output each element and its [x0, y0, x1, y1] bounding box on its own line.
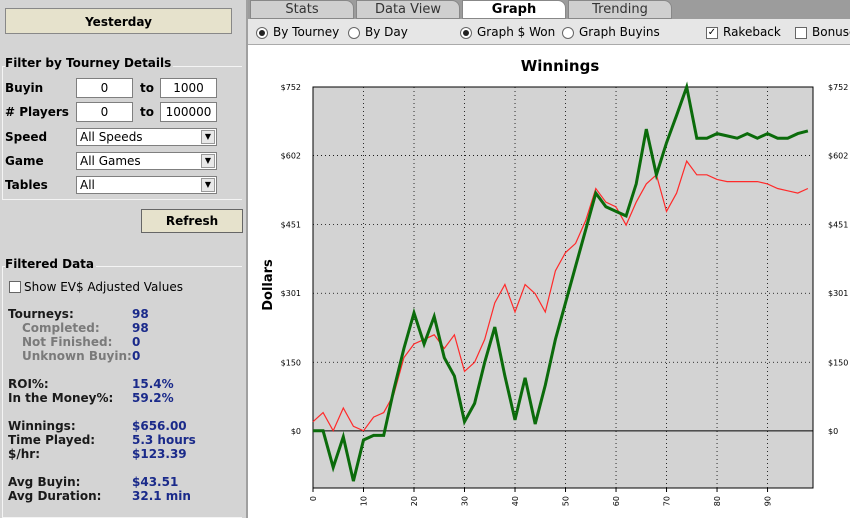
x-tick-label: 30	[461, 496, 470, 506]
stat-label: ROI%:	[8, 377, 49, 391]
y-tick-label: $752	[281, 83, 301, 92]
filter-label: Game	[5, 154, 44, 168]
radio-button[interactable]	[256, 27, 268, 39]
tab[interactable]: Trending	[568, 0, 672, 19]
stat-value: 15.4%	[132, 377, 174, 391]
stat-label: Winnings:	[8, 419, 76, 433]
filter-label: to	[140, 105, 154, 119]
y-tick-label: $301	[281, 289, 301, 298]
checkbox[interactable]: ✓	[706, 27, 718, 39]
dropdown[interactable]: All Games ▼	[76, 152, 217, 170]
y-tick-label: $602	[828, 152, 848, 161]
refresh-button[interactable]: Refresh	[141, 209, 243, 233]
y-tick-label: $301	[828, 289, 848, 298]
text-input[interactable]: 100000	[160, 102, 217, 122]
tab[interactable]: Data View	[356, 0, 460, 19]
y-tick-label: $150	[828, 358, 848, 367]
stat-value: 98	[132, 321, 149, 335]
y-tick-label: $752	[828, 83, 848, 92]
stat-sublabel: Unknown Buyin:	[22, 349, 132, 363]
tab[interactable]: Stats	[250, 0, 354, 19]
x-tick-label: 40	[511, 496, 520, 506]
stat-value: $43.51	[132, 475, 179, 489]
filter-label: Tables	[5, 178, 48, 192]
stat-value: 59.2%	[132, 391, 174, 405]
series-line	[313, 81, 809, 482]
y-tick-label: $451	[828, 221, 848, 230]
dropdown[interactable]: All Speeds ▼	[76, 128, 217, 146]
section-title: Filtered Data	[5, 257, 97, 271]
section-title: Filter by Tourney Details	[5, 56, 174, 70]
plot-area	[312, 86, 814, 489]
chart-title: Winnings	[521, 57, 600, 75]
x-tick-label: 20	[410, 496, 419, 506]
x-tick-label: 0	[309, 496, 318, 501]
y-tick-label: $0	[291, 427, 301, 436]
x-tick-label: 90	[764, 496, 773, 506]
dropdown[interactable]: All ▼	[76, 176, 217, 194]
main-panel: Stats Data View Graph Trending By Tourney By …	[248, 0, 850, 518]
stat-value: 0	[132, 349, 141, 363]
dropdown-arrow: ▼	[201, 154, 215, 168]
stat-value: 98	[132, 307, 149, 321]
stat-sublabel: Completed:	[22, 321, 100, 335]
checkbox[interactable]	[9, 281, 21, 293]
x-tick-label: 60	[612, 496, 621, 506]
checkbox-label: Rakeback	[723, 25, 781, 39]
stat-label: In the Money%:	[8, 391, 114, 405]
stat-value: 0	[132, 335, 141, 349]
x-tick-label: 80	[713, 496, 722, 506]
checkbox[interactable]	[795, 27, 807, 39]
dropdown-arrow: ▼	[201, 178, 215, 192]
radio-label: Graph $ Won	[477, 25, 556, 39]
x-tick-label: 10	[360, 496, 369, 506]
stat-label: Avg Buyin:	[8, 475, 81, 489]
text-input[interactable]: 0	[76, 102, 133, 122]
radio-label: By Tourney	[273, 25, 340, 39]
stat-label: Time Played:	[8, 433, 96, 447]
stat-sublabel: Not Finished:	[22, 335, 113, 349]
y-axis-title: Dollars	[261, 259, 276, 311]
stat-value: $656.00	[132, 419, 187, 433]
filter-label: Buyin	[5, 81, 44, 95]
filter-label: # Players	[5, 105, 69, 119]
text-input[interactable]: 1000	[160, 78, 217, 98]
chart: Winnings Dollars $0 $0 $150 $150 $301 $301 $451 $…	[261, 57, 848, 506]
radio-button[interactable]	[348, 27, 360, 39]
radio-button[interactable]	[562, 27, 574, 39]
checkbox-label: Show EV$ Adjusted Values	[24, 280, 183, 294]
sidebar: Yesterday Filter by Tourney Details Buyin 0…	[0, 0, 248, 518]
tab[interactable]: Graph	[462, 0, 566, 19]
y-tick-label: $451	[281, 221, 301, 230]
x-tick-label: 50	[562, 496, 571, 506]
y-tick-label: $0	[828, 427, 838, 436]
stat-value: 32.1 min	[132, 489, 191, 503]
radio-button[interactable]	[460, 27, 472, 39]
radio-label: By Day	[365, 25, 408, 39]
y-tick-label: $602	[281, 152, 301, 161]
date-button[interactable]: Yesterday	[5, 8, 232, 34]
text-input[interactable]: 0	[76, 78, 133, 98]
stat-label: Tourneys:	[8, 307, 74, 321]
y-tick-label: $150	[281, 358, 301, 367]
checkbox-label: Bonuse	[812, 25, 850, 39]
stat-label: Avg Duration:	[8, 489, 102, 503]
x-tick-label: 70	[663, 496, 672, 506]
dropdown-arrow: ▼	[201, 130, 215, 144]
stat-value: $123.39	[132, 447, 187, 461]
stat-label: $/hr:	[8, 447, 40, 461]
radio-label: Graph Buyins	[579, 25, 660, 39]
filter-label: Speed	[5, 130, 48, 144]
stat-value: 5.3 hours	[132, 433, 196, 447]
filter-label: to	[140, 81, 154, 95]
